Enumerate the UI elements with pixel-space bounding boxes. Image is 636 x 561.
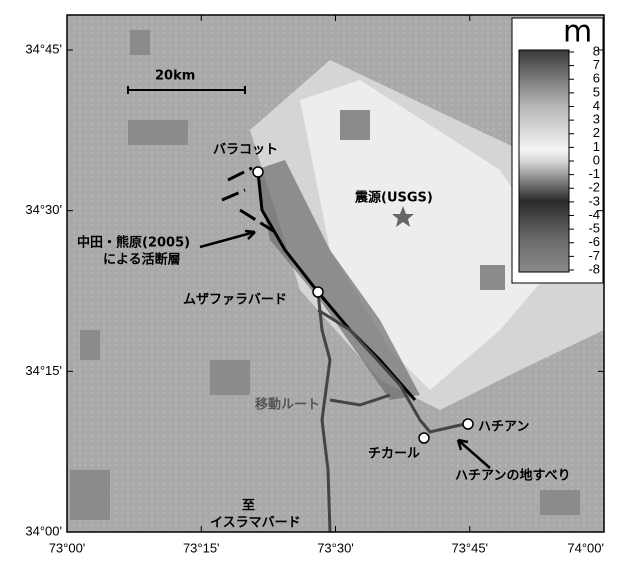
- lon-tick-label: 73°30': [317, 540, 354, 555]
- patch: [130, 30, 150, 55]
- lon-tick-label: 73°00': [49, 540, 86, 555]
- place-label: チカール: [368, 447, 420, 462]
- lat-tick-label: 34°00': [25, 523, 62, 538]
- scale-label: 20km: [155, 69, 195, 84]
- lat-tick-label: 34°15': [25, 363, 62, 378]
- place-label: 震源(USGS): [354, 190, 433, 206]
- patch: [80, 330, 100, 360]
- patch: [210, 360, 250, 395]
- place-label: ハチアンの地すべり: [455, 468, 571, 484]
- patch: [70, 470, 110, 520]
- town-marker: [463, 419, 473, 429]
- town-marker: [313, 287, 323, 297]
- place-label: ムザファラバード: [183, 293, 287, 308]
- place-label: イスラマバード: [210, 516, 301, 531]
- patch: [128, 120, 188, 145]
- place-label: バラコット: [213, 143, 278, 158]
- unit-label: m: [563, 15, 592, 50]
- patch: [540, 490, 580, 515]
- place-label: ハチアン: [478, 420, 529, 435]
- map: 20km バラコット 震源(USGS) 中田・熊原(2005) による活断層 ム…: [0, 0, 636, 561]
- town-marker: [253, 167, 263, 177]
- town-marker: [419, 433, 429, 443]
- lat-tick-label: 34°30': [25, 202, 62, 217]
- colorbar-label: -8: [588, 261, 600, 276]
- lat-tick-label: 34°45': [25, 41, 62, 56]
- patch: [480, 265, 505, 290]
- route-label: 移動ルート: [255, 397, 320, 413]
- lon-tick-label: 73°15': [183, 540, 220, 555]
- place-label: 至: [242, 499, 255, 514]
- patch: [340, 110, 370, 140]
- lon-tick-label: 74°00': [567, 540, 604, 555]
- place-label: 中田・熊原(2005): [77, 235, 190, 251]
- place-label: による活断層: [103, 252, 181, 268]
- lon-tick-label: 73°45': [451, 540, 488, 555]
- colorbar-ramp: [519, 50, 569, 272]
